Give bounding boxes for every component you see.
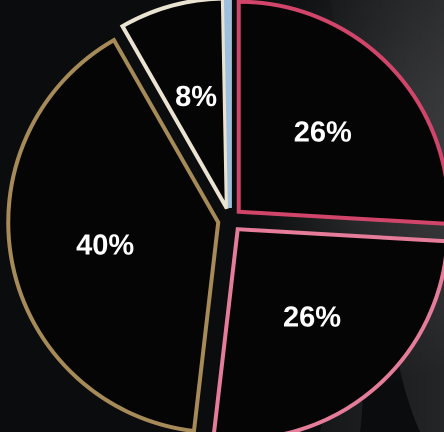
pie-slice-4 — [119, 0, 229, 210]
pie-slice-1 — [236, 0, 444, 226]
pie-slice-label-3: 40% — [76, 230, 134, 262]
pie-slice-5 — [223, 0, 232, 209]
pie-slice-label-2: 26% — [283, 302, 341, 334]
pie-slice-2 — [212, 227, 444, 432]
pie-slice-label-4: 8% — [175, 81, 217, 113]
pie-slice-3 — [6, 37, 221, 432]
pie-slice-label-1: 26% — [294, 116, 352, 148]
